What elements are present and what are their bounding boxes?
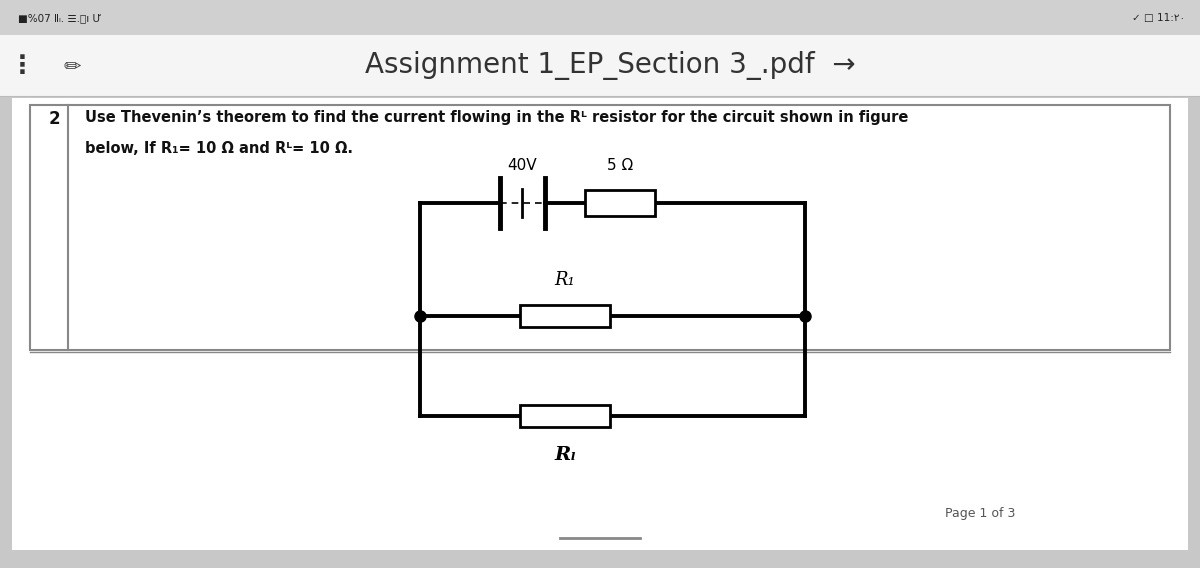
Text: ✏: ✏: [64, 56, 80, 76]
FancyBboxPatch shape: [0, 35, 1200, 96]
FancyBboxPatch shape: [0, 0, 1200, 35]
FancyBboxPatch shape: [12, 98, 1188, 550]
Text: Page 1 of 3: Page 1 of 3: [944, 507, 1015, 520]
FancyBboxPatch shape: [30, 105, 1170, 350]
Text: R₁: R₁: [554, 271, 575, 289]
FancyBboxPatch shape: [586, 190, 655, 216]
Text: ✓ □ 11:٢٠: ✓ □ 11:٢٠: [1132, 13, 1186, 23]
Text: Assignment 1_EP_Section 3_.pdf  →: Assignment 1_EP_Section 3_.pdf →: [365, 52, 856, 81]
Text: Rₗ: Rₗ: [554, 446, 576, 464]
FancyBboxPatch shape: [520, 405, 610, 427]
Text: Use Thevenin’s theorem to find the current flowing in the Rᴸ resistor for the ci: Use Thevenin’s theorem to find the curre…: [85, 110, 908, 125]
Text: 2: 2: [48, 110, 60, 128]
Text: below, If R₁= 10 Ω and Rᴸ= 10 Ω.: below, If R₁= 10 Ω and Rᴸ= 10 Ω.: [85, 141, 353, 156]
Text: 40V: 40V: [508, 158, 538, 173]
Text: ■%07 Ⅱₗ. ☰.丁ı Ư: ■%07 Ⅱₗ. ☰.丁ı Ư: [18, 13, 101, 23]
FancyBboxPatch shape: [520, 305, 610, 327]
Text: 5 Ω: 5 Ω: [607, 158, 634, 173]
Text: ⋮: ⋮: [10, 54, 35, 78]
